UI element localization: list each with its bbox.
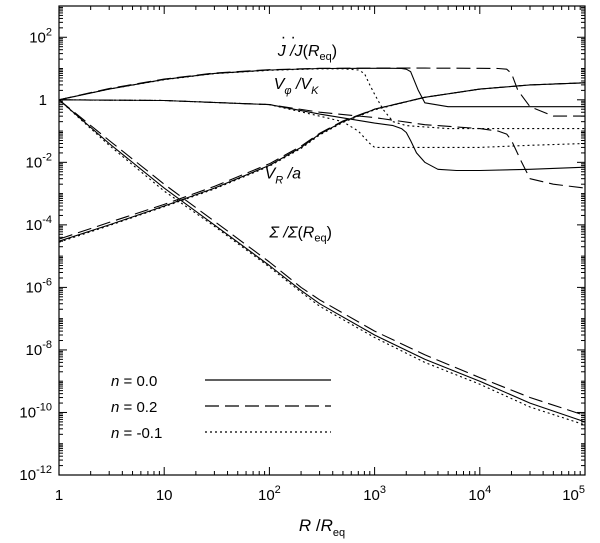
curve-sigma-series-1	[58, 99, 586, 417]
x-tick-label: 104	[468, 484, 491, 504]
x-tick-label: 10	[156, 487, 173, 504]
y-tick-label: 10-10	[19, 401, 52, 421]
y-tick-label: 10-4	[26, 214, 52, 234]
x-tick-label: 102	[258, 484, 281, 504]
y-tick-label: 10-12	[19, 464, 52, 484]
x-tick-labels: 1 10 102 103 104 105	[55, 484, 585, 504]
y-tick-label: 10-2	[26, 151, 52, 171]
curve-jdot-series-1	[58, 67, 585, 117]
curve-jdot-series-0	[58, 67, 585, 108]
curve-sigma-series-2	[58, 99, 586, 426]
x-tick-label: 1	[55, 487, 63, 504]
y-tick-labels: 102 1 10-2 10-4 10-6 10-8 10-10 10-12	[19, 26, 52, 484]
curve-vr-series-2	[58, 82, 586, 243]
x-axis-label: R /Req	[299, 516, 345, 539]
curve-label-jdot: J /J(Req)	[277, 43, 337, 63]
curve-vphi-series-0	[58, 99, 586, 172]
curve-sigma-series-0	[58, 99, 586, 423]
x-tick-label: 105	[562, 484, 585, 504]
jdot-dot-marks: · ·	[281, 29, 296, 46]
legend: n = 0.0 n = 0.2 n = -0.1	[111, 373, 331, 442]
curve-label-vr: VR /a	[265, 166, 302, 187]
curve-jdot-series-2	[58, 68, 585, 130]
legend-label-n0: n = 0.0	[111, 373, 157, 390]
plot-frame	[58, 5, 586, 476]
y-tick-label: 10-8	[26, 339, 52, 359]
curve-label-sigma: Σ /Σ(Req)	[268, 224, 332, 244]
legend-label-n02: n = 0.2	[111, 399, 157, 416]
curves	[58, 67, 586, 426]
y-tick-label: 102	[29, 26, 52, 46]
x-tick-label: 103	[363, 484, 386, 504]
tick-marks	[58, 6, 585, 476]
curve-label-vphi: Vφ /VK	[274, 76, 319, 97]
y-tick-label: 10-6	[26, 276, 52, 296]
curve-vphi-series-1	[58, 99, 586, 189]
legend-label-nm01: n = -0.1	[111, 425, 162, 442]
y-tick-label: 1	[39, 92, 47, 109]
